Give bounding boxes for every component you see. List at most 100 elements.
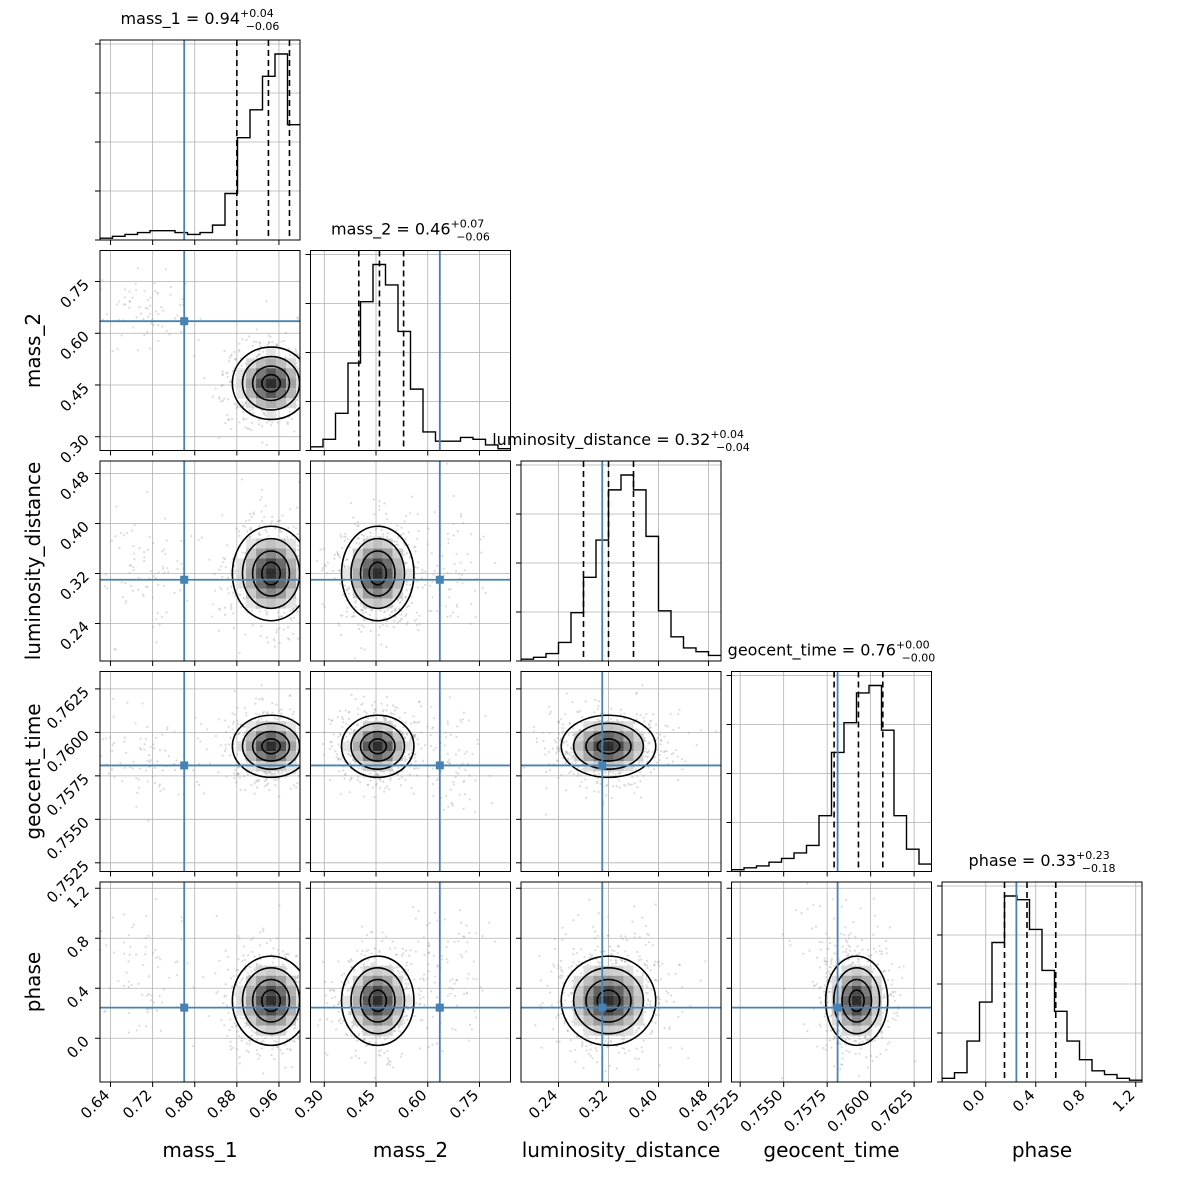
scatter-point — [232, 975, 235, 978]
contour-line — [359, 550, 396, 597]
scatter-point — [446, 722, 450, 726]
panel-title: mass_1 = 0.94+0.04 −0.06 — [121, 7, 280, 33]
scatter-point — [379, 777, 382, 780]
scatter-point — [217, 396, 221, 399]
scatter-point — [264, 504, 267, 507]
scatter-point — [656, 736, 660, 739]
scatter-point — [405, 583, 408, 586]
scatter-point — [413, 734, 416, 737]
scatter-point — [267, 334, 271, 337]
scatter-point — [255, 779, 258, 782]
scatter-point — [274, 527, 277, 530]
scatter-point — [230, 605, 233, 608]
scatter-point — [147, 992, 151, 996]
density-cell — [266, 368, 277, 379]
scatter-point — [267, 641, 270, 644]
scatter-point — [128, 953, 131, 956]
scatter-point — [366, 536, 369, 539]
scatter-point — [604, 771, 607, 774]
density-cell — [352, 568, 363, 579]
scatter-point — [406, 621, 409, 624]
scatter-point — [270, 953, 273, 956]
scatter-point — [164, 517, 167, 520]
scatter-point — [258, 1054, 262, 1057]
density-cell — [236, 568, 247, 579]
density-cell — [256, 388, 267, 399]
scatter-point — [159, 789, 162, 793]
scatter-point — [442, 808, 445, 812]
scatter-point — [342, 535, 346, 538]
scatter-point — [269, 335, 272, 338]
scatter-point — [147, 1007, 150, 1011]
scatter-point — [338, 555, 341, 559]
scatter-point — [271, 1048, 274, 1051]
scatter-point — [562, 730, 565, 733]
scatter-point — [340, 758, 343, 761]
scatter-point — [186, 599, 189, 602]
scatter-point — [623, 783, 626, 787]
scatter-point — [419, 705, 423, 708]
scatter-point — [235, 968, 238, 971]
scatter-point — [572, 772, 575, 776]
truth-marker — [435, 761, 444, 770]
scatter-point — [232, 722, 235, 725]
scatter-point — [270, 772, 273, 775]
density-cell — [236, 368, 247, 379]
scatter-point — [192, 769, 195, 772]
scatter-point — [276, 777, 280, 781]
scatter-point — [236, 406, 239, 409]
scatter-point — [568, 772, 571, 775]
scatter-point — [381, 710, 384, 713]
scatter-point — [111, 916, 114, 919]
scatter-point — [108, 987, 111, 990]
scatter-point — [556, 745, 559, 749]
scatter-point — [238, 1055, 241, 1059]
scatter-point — [545, 813, 548, 816]
scatter-point — [286, 536, 289, 539]
scatter-point — [484, 715, 487, 718]
scatter-point — [246, 773, 250, 776]
density-cell — [372, 568, 383, 579]
scatter-point — [596, 707, 599, 711]
scatter-point — [405, 580, 409, 583]
scatter-point — [453, 783, 456, 786]
panel-title: luminosity_distance = 0.32+0.04 −0.04 — [492, 428, 750, 454]
scatter-point — [353, 729, 356, 732]
scatter-point — [671, 760, 675, 763]
scatter-point — [295, 398, 299, 402]
scatter-point — [623, 712, 626, 715]
scatter-point — [457, 772, 460, 775]
scatter-panel-geocent_time-vs-luminosity_distance — [516, 671, 722, 877]
scatter-point — [286, 422, 289, 425]
title-minus: −0.04 — [716, 441, 750, 454]
scatter-point — [369, 772, 372, 775]
scatter-point — [414, 566, 417, 569]
scatter-point — [416, 537, 419, 540]
density-cell — [276, 598, 287, 609]
scatter-point — [290, 418, 294, 421]
scatter-point — [557, 720, 560, 723]
scatter-point — [241, 404, 245, 407]
panel-frame — [731, 671, 932, 872]
scatter-point — [115, 303, 118, 306]
scatter-point — [372, 536, 376, 539]
density-cell — [286, 558, 297, 569]
scatter-point — [461, 582, 464, 585]
scatter-point — [288, 410, 291, 413]
scatter-point — [102, 738, 105, 741]
scatter-point — [396, 706, 399, 710]
scatter-point — [392, 770, 395, 774]
scatter-point — [315, 559, 319, 563]
scatter-point — [465, 750, 468, 753]
panel-body — [521, 671, 721, 872]
density-cell — [392, 588, 403, 599]
scatter-point — [263, 785, 266, 788]
scatter-point — [345, 735, 348, 738]
scatter-point — [327, 718, 331, 721]
scatter-point — [143, 560, 146, 563]
scatter-point — [357, 713, 360, 716]
scatter-point — [151, 318, 154, 321]
scatter-point — [227, 592, 230, 595]
scatter-point — [120, 780, 124, 783]
scatter-point — [224, 743, 227, 747]
